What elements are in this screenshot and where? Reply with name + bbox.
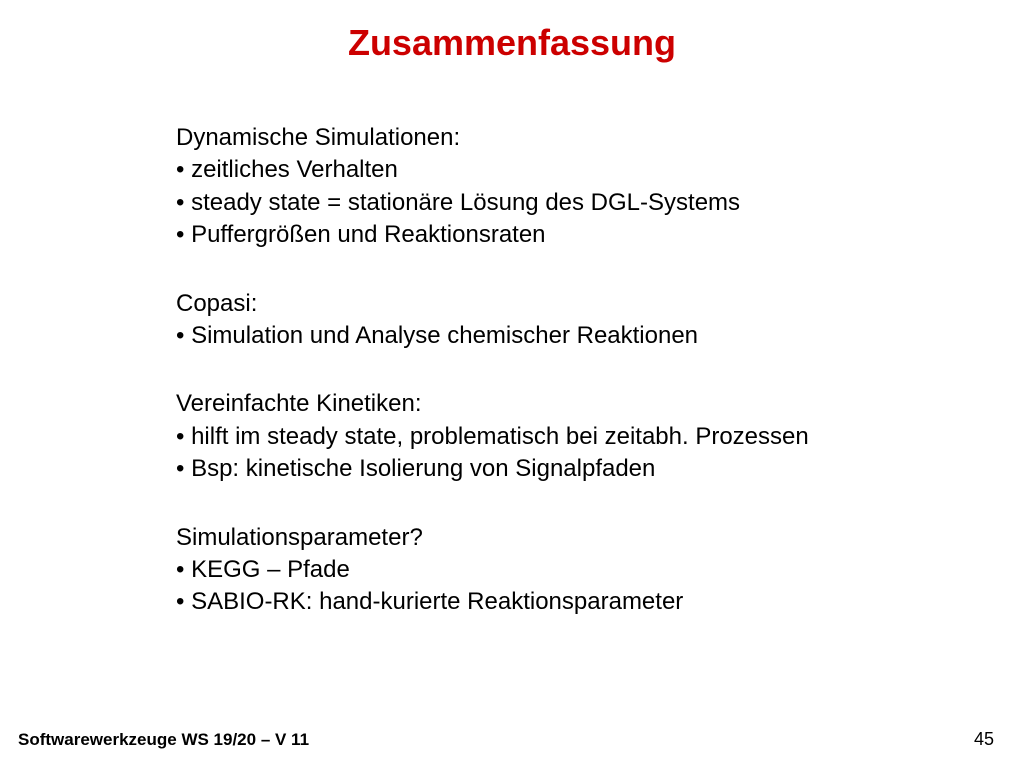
slide-title-container: Zusammenfassung [0, 22, 1024, 64]
bullet-text: Simulation und Analyse chemischer Reakti… [191, 322, 698, 349]
section-copasi: Copasi: • Simulation und Analyse chemisc… [176, 288, 936, 353]
bullet-text: hilft im steady state, problematisch bei… [191, 423, 809, 450]
section-heading: Dynamische Simulationen: [176, 122, 936, 154]
footer-left: Softwarewerkzeuge WS 19/20 – V 11 [18, 730, 309, 750]
bullet-item: • KEGG – Pfade [176, 554, 936, 586]
slide: Zusammenfassung Dynamische Simulationen:… [0, 0, 1024, 768]
bullet-item: • Simulation und Analyse chemischer Reak… [176, 320, 936, 352]
section-heading: Vereinfachte Kinetiken: [176, 388, 936, 420]
bullet-text: KEGG – Pfade [191, 556, 350, 583]
bullet-item: • hilft im steady state, problematisch b… [176, 421, 936, 453]
bullet-item: • Bsp: kinetische Isolierung von Signalp… [176, 453, 936, 485]
section-simulation-parameters: Simulationsparameter? • KEGG – Pfade • S… [176, 522, 936, 619]
section-simplified-kinetics: Vereinfachte Kinetiken: • hilft im stead… [176, 388, 936, 485]
section-heading: Simulationsparameter? [176, 522, 936, 554]
slide-content: Dynamische Simulationen: • zeitliches Ve… [176, 122, 936, 655]
section-heading: Copasi: [176, 288, 936, 320]
section-dynamic-simulations: Dynamische Simulationen: • zeitliches Ve… [176, 122, 936, 252]
slide-title: Zusammenfassung [348, 22, 676, 63]
bullet-text: SABIO-RK: hand-kurierte Reaktionsparamet… [191, 588, 683, 615]
bullet-item: • Puffergrößen und Reaktionsraten [176, 219, 936, 251]
bullet-text: steady state = stationäre Lösung des DGL… [191, 189, 740, 216]
bullet-text: Bsp: kinetische Isolierung von Signalpfa… [191, 455, 655, 482]
slide-number: 45 [974, 729, 994, 750]
bullet-item: • SABIO-RK: hand-kurierte Reaktionsparam… [176, 586, 936, 618]
bullet-item: • zeitliches Verhalten [176, 154, 936, 186]
bullet-text: zeitliches Verhalten [191, 156, 398, 183]
bullet-item: • steady state = stationäre Lösung des D… [176, 187, 936, 219]
bullet-text: Puffergrößen und Reaktionsraten [191, 221, 545, 248]
